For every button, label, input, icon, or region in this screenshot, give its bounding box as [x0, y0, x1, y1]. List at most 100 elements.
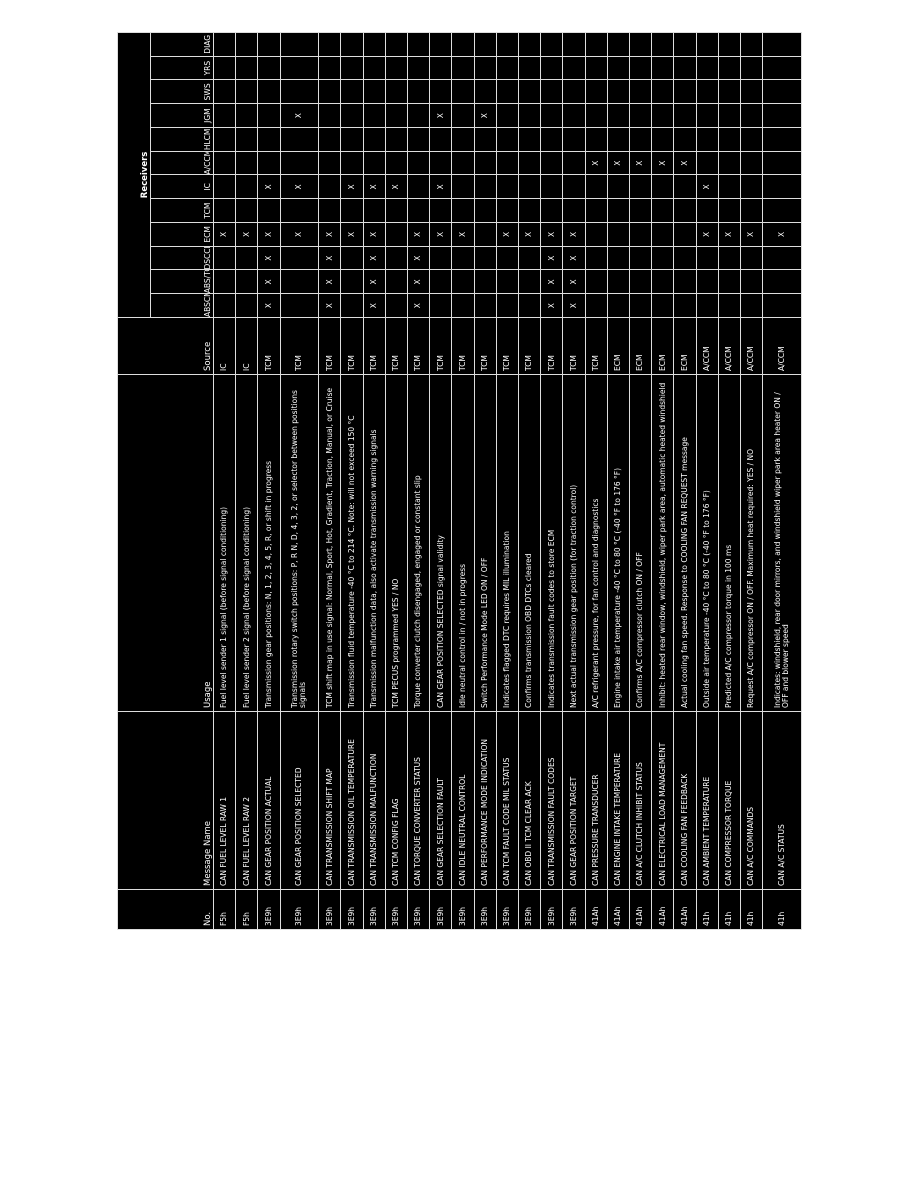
table-cell: Engine intake air temperature -40 °C to …: [607, 374, 630, 712]
empty-cell: [280, 80, 319, 104]
mark-cell: X: [407, 270, 430, 294]
empty-cell: [607, 246, 630, 270]
empty-cell: [318, 80, 341, 104]
empty-cell: [607, 80, 630, 104]
empty-cell: [518, 80, 541, 104]
table-cell: 41Ah: [651, 889, 674, 930]
empty-cell: [213, 270, 236, 294]
empty-cell: [213, 293, 236, 318]
receiver-header: TCM: [150, 198, 214, 223]
empty-cell: [235, 127, 258, 152]
table-cell: TCM: [474, 317, 497, 375]
empty-cell: [280, 56, 319, 80]
empty-cell: [235, 198, 258, 223]
empty-cell: [718, 32, 741, 57]
empty-cell: [280, 270, 319, 294]
empty-cell: [629, 222, 652, 247]
empty-cell: [280, 246, 319, 270]
mark-cell: X: [451, 222, 475, 247]
empty-cell: [451, 32, 475, 57]
table-cell: TCM: [429, 317, 452, 375]
mark-cell: X: [340, 222, 364, 247]
table-cell: CAN COOLING FAN FEEDBACK: [673, 711, 697, 890]
table-cell: CAN GEAR POSITION ACTUAL: [257, 711, 281, 890]
empty-cell: [496, 103, 519, 128]
empty-cell: [607, 198, 630, 223]
empty-cell: [651, 80, 674, 104]
empty-cell: [696, 293, 719, 318]
table-cell: CAN COMPRESSOR TORQUE: [718, 711, 741, 890]
empty-cell: [585, 175, 608, 199]
table-cell: Transmission rotary switch positions: P,…: [280, 374, 319, 712]
empty-cell: [363, 32, 386, 57]
empty-cell: [318, 175, 341, 199]
table-cell: 3E9h: [340, 889, 364, 930]
empty-cell: [429, 80, 452, 104]
empty-cell: [629, 198, 652, 223]
empty-cell: [740, 246, 763, 270]
table-row: 41Ah CAN ELECTRICAL LOAD MANAGEMENT Inhibi…: [651, 32, 674, 930]
table-cell: CAN A/C CLUTCH INHIBIT STATUS: [629, 711, 652, 890]
column-header: Source: [117, 317, 214, 375]
empty-cell: [696, 127, 719, 152]
mark-cell: X: [607, 151, 630, 175]
empty-cell: [740, 56, 763, 80]
mark-cell: X: [318, 246, 341, 270]
mark-cell: X: [363, 293, 386, 318]
mark-cell: X: [474, 103, 497, 128]
empty-cell: [540, 151, 563, 175]
empty-cell: [607, 103, 630, 128]
table-row: 41h CAN A/C COMMANDS Request A/C compresso…: [740, 32, 763, 930]
empty-cell: [562, 198, 586, 223]
empty-cell: [673, 103, 697, 128]
empty-cell: [696, 198, 719, 223]
mark-cell: X: [740, 222, 763, 247]
empty-cell: [280, 127, 319, 152]
empty-cell: [673, 127, 697, 152]
empty-cell: [740, 127, 763, 152]
table-cell: CAN TRANSMISSION FAULT CODES: [540, 711, 563, 890]
empty-cell: [673, 56, 697, 80]
empty-cell: [213, 127, 236, 152]
empty-cell: [518, 270, 541, 294]
empty-cell: [474, 32, 497, 57]
table-cell: F5h: [235, 889, 258, 930]
table-cell: TCM: [451, 317, 475, 375]
empty-cell: [518, 246, 541, 270]
mark-cell: X: [762, 222, 802, 247]
empty-cell: [629, 80, 652, 104]
mark-cell: X: [651, 151, 674, 175]
empty-cell: [629, 270, 652, 294]
empty-cell: [474, 175, 497, 199]
empty-cell: [213, 80, 236, 104]
table-cell: Indicates: windshield, rear door mirrors…: [762, 374, 802, 712]
table-cell: A/CCM: [718, 317, 741, 375]
table-cell: Actual cooling fan speed. Response to CO…: [673, 374, 697, 712]
table-cell: 3E9h: [496, 889, 519, 930]
empty-cell: [429, 293, 452, 318]
table-row: 3E9h CAN TRANSMISSION OIL TEMPERATURE Tran…: [340, 32, 364, 930]
empty-cell: [540, 80, 563, 104]
empty-cell: [407, 198, 430, 223]
empty-cell: [385, 293, 408, 318]
empty-cell: [429, 198, 452, 223]
table-cell: Indicates flagged DTC requires MIL illum…: [496, 374, 519, 712]
mark-cell: X: [718, 222, 741, 247]
table-row: 3E9h CAN GEAR POSITION ACTUAL Transmission…: [257, 32, 281, 930]
empty-cell: [385, 270, 408, 294]
mark-cell: X: [407, 293, 430, 318]
empty-cell: [340, 270, 364, 294]
table-cell: A/CCM: [740, 317, 763, 375]
mark-cell: X: [540, 270, 563, 294]
empty-cell: [257, 198, 281, 223]
mark-cell: X: [629, 151, 652, 175]
empty-cell: [607, 32, 630, 57]
empty-cell: [629, 246, 652, 270]
table-cell: 3E9h: [280, 889, 319, 930]
mark-cell: X: [518, 222, 541, 247]
receiver-header: ABS/TCCM: [150, 270, 214, 294]
empty-cell: [474, 198, 497, 223]
empty-cell: [651, 175, 674, 199]
table-cell: 41h: [718, 889, 741, 930]
empty-cell: [340, 32, 364, 57]
